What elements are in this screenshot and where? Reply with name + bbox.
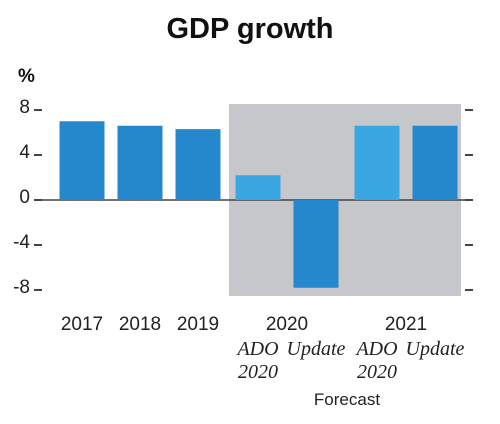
y-axis-left: 8 4 0 -4 -8	[13, 97, 42, 298]
y-axis-unit: %	[18, 66, 35, 87]
x-year-label: 2021	[385, 314, 427, 335]
bar-2019	[175, 129, 221, 200]
x-year-label: 2018	[119, 314, 161, 335]
y-axis-right	[465, 109, 473, 291]
forecast-sublabel-line2: 2020	[238, 361, 278, 383]
bars	[59, 121, 458, 288]
forecast-sublabel: Update	[406, 338, 465, 360]
bar-2020-ado-2020	[235, 175, 281, 200]
forecast-label: Forecast	[314, 390, 380, 409]
forecast-sublabel: ADO	[354, 338, 397, 360]
x-year-label: 2020	[266, 314, 308, 335]
bar-2018	[117, 125, 163, 200]
chart-title: GDP growth	[166, 13, 333, 45]
x-year-label: 2019	[177, 314, 219, 335]
forecast-sublabel: Update	[287, 338, 346, 360]
forecast-sublabel: ADO	[235, 338, 278, 360]
y-tick-label: 0	[19, 187, 30, 208]
bar-2021-ado-2020	[354, 125, 400, 200]
y-tick-label: 4	[19, 142, 30, 163]
bar-2017	[59, 121, 105, 200]
y-tick-label: 8	[19, 97, 30, 118]
y-tick-label: -8	[13, 277, 30, 298]
bar-2021-update	[412, 125, 458, 200]
y-tick-label: -4	[13, 232, 30, 253]
bar-2020-update	[293, 200, 339, 288]
x-year-label: 2017	[61, 314, 103, 335]
forecast-sublabel-line2: 2020	[357, 361, 397, 383]
